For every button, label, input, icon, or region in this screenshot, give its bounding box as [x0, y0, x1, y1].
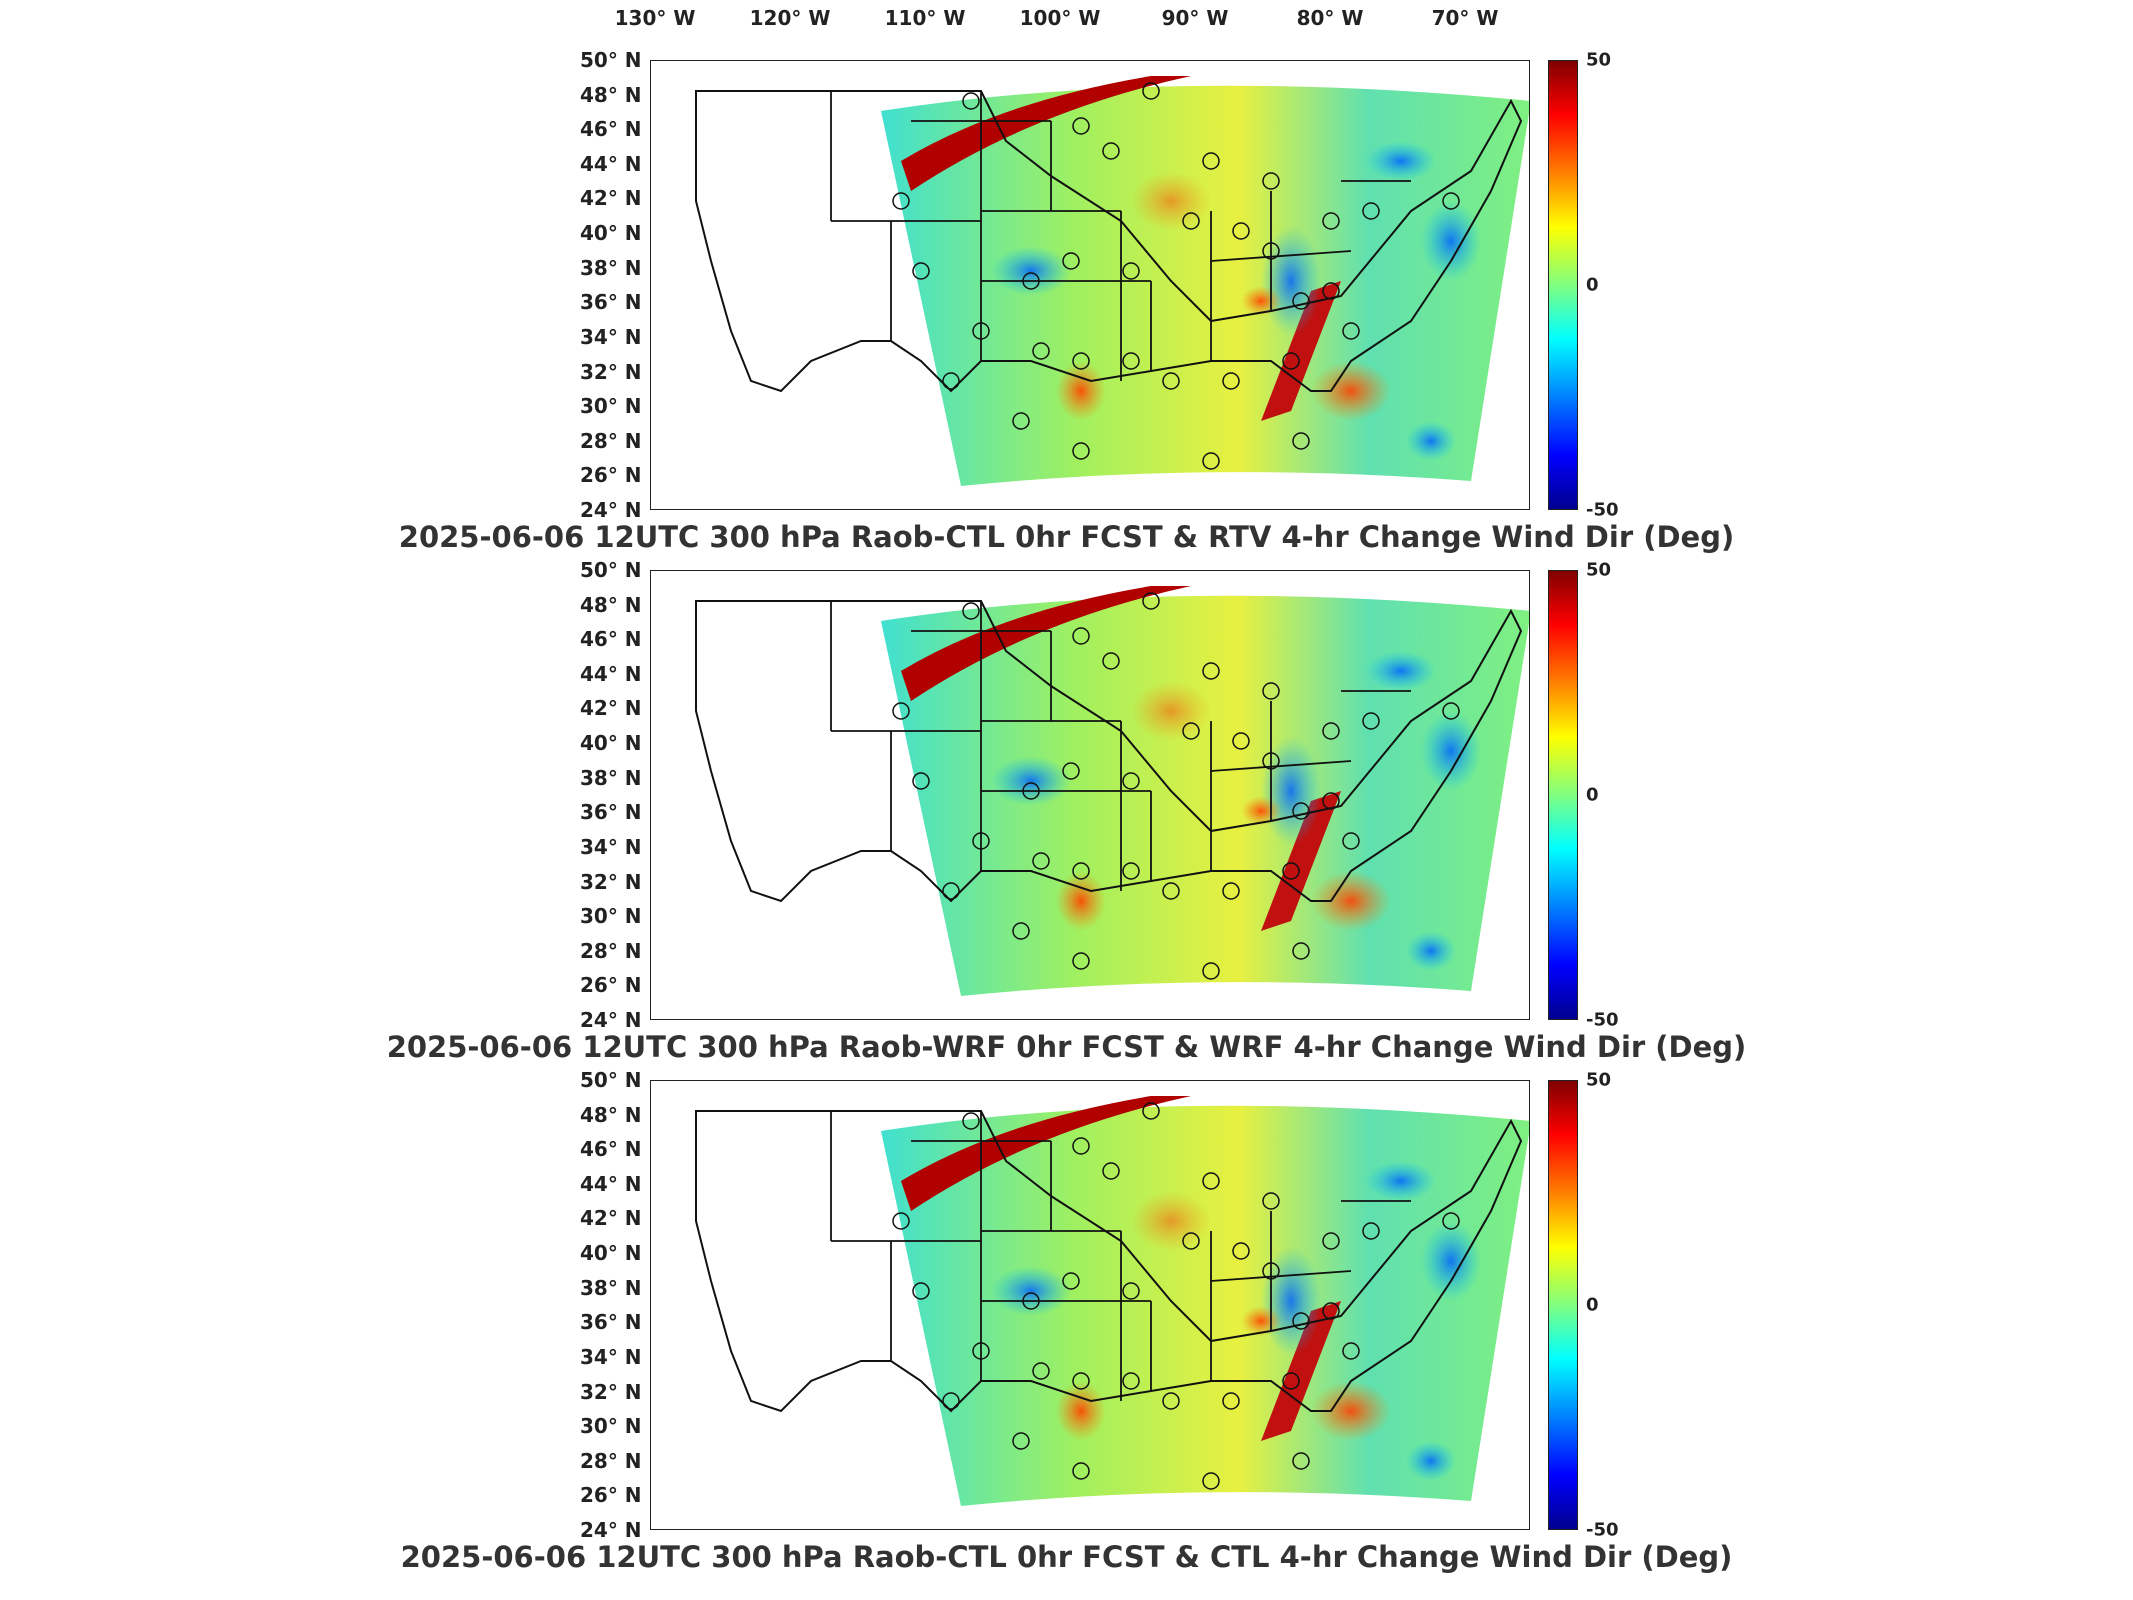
lat-label: 36° N — [580, 290, 642, 315]
lat-label: 42° N — [580, 1206, 642, 1231]
lat-label: 24° N — [580, 1518, 642, 1542]
lon-label-70w: 70° W — [1431, 6, 1499, 30]
colorbar-label-min: -50 — [1586, 1519, 1619, 1541]
lat-label: 28° N — [580, 428, 642, 453]
lat-label: 46° N — [580, 627, 642, 652]
lat-label: 34° N — [580, 324, 642, 349]
lat-label: 50° N — [580, 1068, 642, 1092]
lat-label: 46° N — [580, 1137, 642, 1162]
lon-label-130w: 130° W — [614, 6, 696, 30]
lat-label: 32° N — [580, 1379, 642, 1404]
lat-label: 24° N — [580, 1008, 642, 1032]
colorbar-label-min: -50 — [1586, 1009, 1619, 1031]
lat-label: 38° N — [580, 255, 642, 280]
panel-title: 2025-06-06 12UTC 300 hPa Raob-CTL 0hr FC… — [400, 1540, 1733, 1574]
lat-label: 30° N — [580, 394, 642, 419]
lat-label: 46° N — [580, 117, 642, 142]
lat-label: 34° N — [580, 834, 642, 859]
lat-label: 32° N — [580, 869, 642, 894]
lat-label: 48° N — [580, 592, 642, 617]
colorbar-label-max: 50 — [1586, 1069, 1612, 1091]
northwest-red-band — [901, 586, 1191, 701]
lat-label: 48° N — [580, 1102, 642, 1127]
lat-label: 42° N — [580, 186, 642, 211]
longitude-axis: 130° W 120° W 110° W 100° W 90° W 80° W … — [0, 0, 2133, 40]
panel-title: 2025-06-06 12UTC 300 hPa Raob-CTL 0hr FC… — [398, 520, 1735, 554]
east-coast-red-band — [1261, 791, 1341, 931]
lat-label: 40° N — [580, 731, 642, 756]
lat-label: 28° N — [580, 1448, 642, 1473]
lat-label: 36° N — [580, 800, 642, 825]
map-plot-area — [650, 570, 1530, 1020]
lat-label: 32° N — [580, 359, 642, 384]
lat-label: 38° N — [580, 1275, 642, 1300]
colorbar — [1548, 570, 1578, 1020]
lat-label: 36° N — [580, 1310, 642, 1335]
lat-label: 50° N — [580, 558, 642, 582]
east-coast-red-band — [1261, 1301, 1341, 1441]
lat-label: 44° N — [580, 151, 642, 176]
lat-label: 26° N — [580, 1483, 642, 1508]
us-state-outlines — [695, 1110, 1523, 1413]
lat-label: 30° N — [580, 904, 642, 929]
lat-label: 48° N — [580, 82, 642, 107]
lat-label: 50° N — [580, 48, 642, 72]
lat-label: 44° N — [580, 661, 642, 686]
colorbar-label-mid: 0 — [1586, 274, 1599, 296]
lon-label-90w: 90° W — [1161, 6, 1229, 30]
colorbar — [1548, 60, 1578, 510]
northwest-red-band — [901, 1096, 1191, 1211]
map-plot-area — [650, 60, 1530, 510]
colorbar — [1548, 1080, 1578, 1530]
panel-title: 2025-06-06 12UTC 300 hPa Raob-WRF 0hr FC… — [386, 1030, 1747, 1064]
colorbar-label-mid: 0 — [1586, 1294, 1599, 1316]
lat-label: 34° N — [580, 1344, 642, 1369]
map-plot-area — [650, 1080, 1530, 1530]
lat-label: 28° N — [580, 938, 642, 963]
colorbar-label-max: 50 — [1586, 559, 1612, 581]
colorbar-label-max: 50 — [1586, 49, 1612, 71]
lon-label-100w: 100° W — [1019, 6, 1101, 30]
colorbar-label-mid: 0 — [1586, 784, 1599, 806]
lat-label: 40° N — [580, 221, 642, 246]
us-state-outlines — [695, 600, 1523, 903]
lat-label: 30° N — [580, 1414, 642, 1439]
us-state-outlines — [695, 90, 1523, 393]
lat-label: 44° N — [580, 1171, 642, 1196]
lat-label: 40° N — [580, 1241, 642, 1266]
lon-label-80w: 80° W — [1296, 6, 1364, 30]
northwest-red-band — [901, 76, 1191, 191]
lat-label: 26° N — [580, 463, 642, 488]
lat-label: 24° N — [580, 498, 642, 522]
lat-label: 42° N — [580, 696, 642, 721]
lat-label: 38° N — [580, 765, 642, 790]
lat-label: 26° N — [580, 973, 642, 998]
colorbar-label-min: -50 — [1586, 499, 1619, 521]
lon-label-120w: 120° W — [749, 6, 831, 30]
lon-label-110w: 110° W — [884, 6, 966, 30]
east-coast-red-band — [1261, 281, 1341, 421]
